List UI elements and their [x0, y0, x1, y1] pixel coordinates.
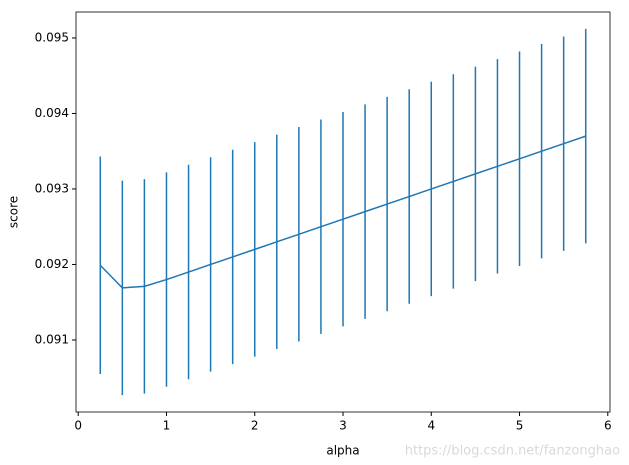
y-tick-label: 0.091	[35, 332, 69, 346]
x-tick-label: 1	[163, 419, 171, 433]
watermark: https://blog.csdn.net/fanzonghao	[405, 444, 620, 459]
x-tick-label: 3	[339, 419, 347, 433]
x-tick-label: 2	[251, 419, 259, 433]
y-tick-label: 0.095	[35, 30, 69, 44]
y-tick-label: 0.092	[35, 257, 69, 271]
y-axis-label: score	[7, 196, 21, 228]
y-tick-label: 0.093	[35, 181, 69, 195]
x-tick-label: 4	[427, 419, 435, 433]
x-tick-label: 5	[516, 419, 524, 433]
x-tick-label: 0	[74, 419, 82, 433]
x-tick-label: 6	[604, 419, 612, 433]
y-tick-label: 0.094	[35, 106, 69, 120]
x-axis-label: alpha	[326, 444, 359, 458]
plot-frame	[75, 11, 611, 413]
line	[99, 135, 586, 289]
